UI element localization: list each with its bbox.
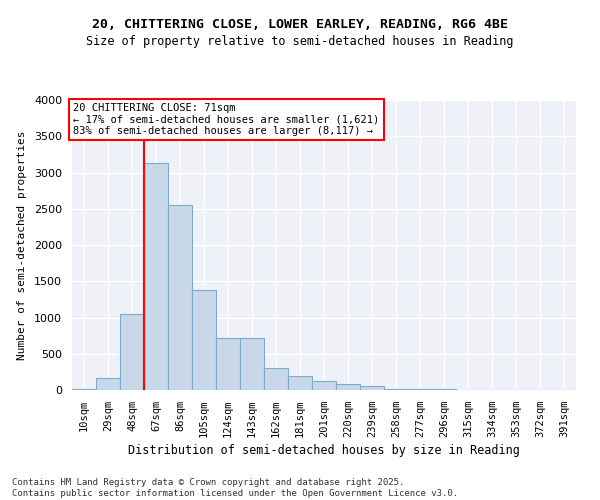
Text: 20 CHITTERING CLOSE: 71sqm
← 17% of semi-detached houses are smaller (1,621)
83%: 20 CHITTERING CLOSE: 71sqm ← 17% of semi…	[73, 103, 379, 136]
Bar	[264, 368, 288, 390]
Bar	[120, 314, 144, 390]
Bar	[408, 388, 432, 390]
Text: Contains HM Land Registry data © Crown copyright and database right 2025.
Contai: Contains HM Land Registry data © Crown c…	[12, 478, 458, 498]
Bar	[336, 384, 360, 390]
X-axis label: Distribution of semi-detached houses by size in Reading: Distribution of semi-detached houses by …	[128, 444, 520, 457]
Bar	[72, 388, 96, 390]
Bar	[216, 338, 240, 390]
Bar	[240, 338, 264, 390]
Text: Size of property relative to semi-detached houses in Reading: Size of property relative to semi-detach…	[86, 35, 514, 48]
Bar	[288, 376, 312, 390]
Bar	[312, 380, 336, 390]
Bar	[360, 386, 384, 390]
Bar	[384, 388, 408, 390]
Bar	[144, 163, 168, 390]
Text: 20, CHITTERING CLOSE, LOWER EARLEY, READING, RG6 4BE: 20, CHITTERING CLOSE, LOWER EARLEY, READ…	[92, 18, 508, 30]
Y-axis label: Number of semi-detached properties: Number of semi-detached properties	[17, 130, 27, 360]
Bar	[192, 290, 216, 390]
Bar	[168, 205, 192, 390]
Bar	[96, 378, 120, 390]
